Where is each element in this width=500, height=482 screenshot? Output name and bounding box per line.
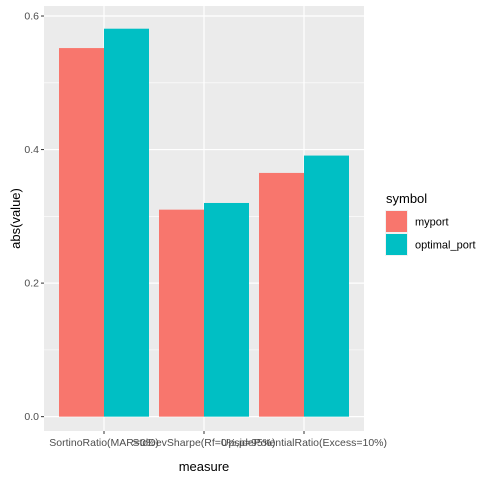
y-tick-label: 0.4 — [24, 144, 39, 156]
bar-optimal_port-1 — [104, 28, 149, 417]
legend-swatch-optimal_port — [386, 234, 407, 255]
bars — [59, 28, 349, 417]
bar-optimal_port-3 — [304, 155, 349, 417]
legend-label-optimal_port: optimal_port — [415, 240, 476, 252]
x-axis: SortinoRatio(MAR=0%)StdDevSharpe(Rf=0%,p… — [49, 431, 387, 449]
legend-label-myport: myport — [415, 217, 449, 229]
legend: symbol myport optimal_port — [385, 191, 476, 256]
y-tick-label: 0.2 — [24, 278, 39, 290]
y-axis: 0.0 0.2 0.4 0.6 — [24, 11, 44, 423]
x-tick-label: StdDevSharpe(Rf=0%,p=95%) — [133, 437, 276, 449]
legend-title: symbol — [386, 191, 427, 206]
bar-optimal_port-2 — [204, 202, 249, 417]
bar-myport-2 — [159, 209, 204, 417]
x-axis-title: measure — [179, 459, 230, 474]
bar-myport-3 — [259, 172, 304, 417]
x-tick-label: SortinoRatio(MAR=0%) — [49, 437, 158, 449]
legend-swatch-myport — [386, 211, 407, 232]
y-tick-label: 0.6 — [24, 11, 39, 23]
y-axis-title: abs(value) — [8, 188, 23, 249]
x-tick-label: UpsidePotentialRatio(Excess=10%) — [221, 437, 387, 449]
bar-myport-1 — [59, 48, 104, 417]
y-tick-label: 0.0 — [24, 411, 39, 423]
